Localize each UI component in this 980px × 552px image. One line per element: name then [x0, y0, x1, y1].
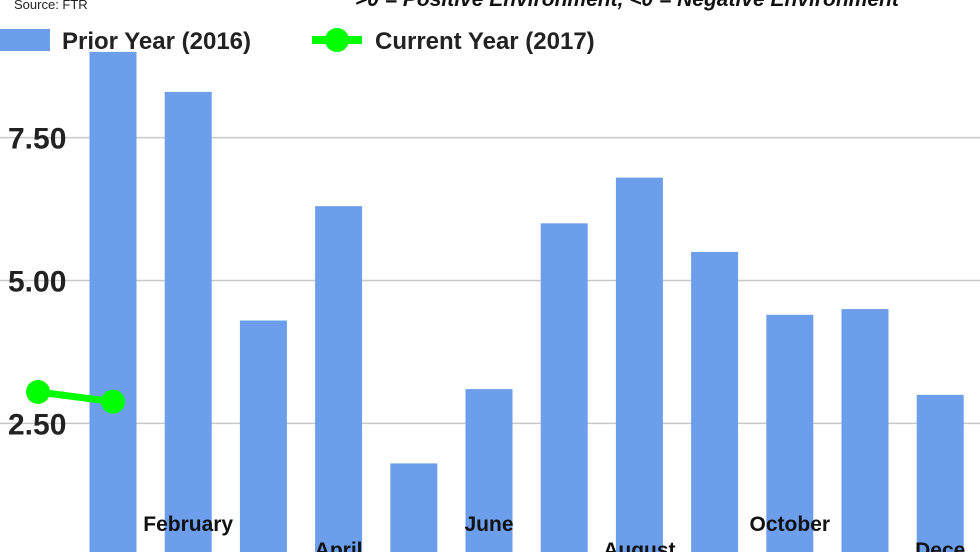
- bar-series-prior-year: [89, 51, 964, 552]
- legend-label-current-year: Current Year (2017): [375, 28, 595, 55]
- series-line: [37, 388, 114, 406]
- x-tick-label: April: [315, 539, 363, 552]
- bar: [841, 309, 889, 552]
- x-tick-label: June: [464, 513, 513, 536]
- bar: [691, 251, 739, 552]
- line-point: [101, 389, 125, 414]
- bar: [390, 463, 438, 552]
- x-tick-label: August: [603, 539, 675, 552]
- x-axis-labels: February April June August October Dece: [143, 513, 965, 552]
- bar: [164, 91, 212, 552]
- y-tick-label: 2.50: [8, 408, 66, 441]
- bar: [540, 223, 588, 552]
- bar: [766, 314, 814, 552]
- x-tick-label: February: [143, 513, 233, 536]
- bar: [615, 177, 663, 552]
- line-series-current-year: [26, 379, 125, 414]
- bar: [465, 389, 513, 552]
- environment-note: >0 = Positive Environment, <0 = Negative…: [355, 0, 900, 11]
- x-tick-label: October: [750, 513, 831, 536]
- bar: [315, 206, 363, 552]
- source-caption: Source: FTR: [14, 0, 88, 12]
- bar: [239, 320, 287, 552]
- y-tick-label: 5.00: [8, 265, 66, 298]
- x-tick-label: Dece: [915, 539, 965, 552]
- line-point: [26, 379, 50, 404]
- legend-swatch-prior-year: [0, 29, 50, 51]
- bar: [916, 394, 964, 552]
- gridlines: [0, 136, 980, 425]
- y-axis-ticks: 2.50 5.00 7.50: [8, 123, 66, 442]
- legend-marker-current-year: [325, 28, 349, 52]
- y-tick-label: 7.50: [8, 123, 66, 156]
- bar: [89, 51, 137, 552]
- legend-label-prior-year: Prior Year (2016): [62, 28, 251, 55]
- legend: Prior Year (2016) Current Year (2017): [0, 28, 595, 55]
